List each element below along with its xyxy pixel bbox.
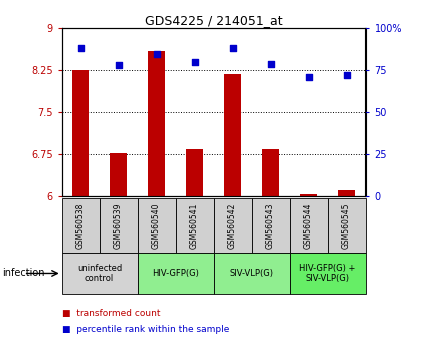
Text: GSM560544: GSM560544 <box>304 202 313 249</box>
Bar <box>300 194 317 196</box>
Bar <box>262 149 279 196</box>
Text: GSM560542: GSM560542 <box>228 202 237 249</box>
Point <box>153 51 160 56</box>
Bar <box>338 190 355 196</box>
Point <box>305 74 312 80</box>
Text: SIV-VLP(G): SIV-VLP(G) <box>230 269 274 278</box>
Text: GSM560540: GSM560540 <box>152 202 161 249</box>
FancyBboxPatch shape <box>138 198 176 253</box>
Text: ■  percentile rank within the sample: ■ percentile rank within the sample <box>62 325 229 334</box>
FancyBboxPatch shape <box>328 198 366 253</box>
FancyBboxPatch shape <box>252 198 289 253</box>
Text: GSM560543: GSM560543 <box>266 202 275 249</box>
Point <box>343 73 350 78</box>
Text: uninfected
control: uninfected control <box>77 264 122 283</box>
Bar <box>224 74 241 196</box>
FancyBboxPatch shape <box>213 198 252 253</box>
Text: infection: infection <box>2 268 45 279</box>
Text: ■  transformed count: ■ transformed count <box>62 309 160 318</box>
Text: HIV-GFP(G): HIV-GFP(G) <box>152 269 199 278</box>
FancyBboxPatch shape <box>289 198 328 253</box>
Text: GSM560539: GSM560539 <box>114 202 123 249</box>
Text: GSM560538: GSM560538 <box>76 202 85 249</box>
Text: GSM560545: GSM560545 <box>342 202 351 249</box>
Point <box>115 63 122 68</box>
Title: GDS4225 / 214051_at: GDS4225 / 214051_at <box>145 14 282 27</box>
Point <box>191 59 198 65</box>
Bar <box>72 70 89 196</box>
FancyBboxPatch shape <box>62 198 99 253</box>
FancyBboxPatch shape <box>62 253 138 294</box>
FancyBboxPatch shape <box>138 253 213 294</box>
Point <box>267 61 274 67</box>
FancyBboxPatch shape <box>213 253 289 294</box>
Text: HIV-GFP(G) +
SIV-VLP(G): HIV-GFP(G) + SIV-VLP(G) <box>299 264 356 283</box>
Point <box>229 46 236 51</box>
FancyBboxPatch shape <box>289 253 366 294</box>
Point <box>77 46 84 51</box>
Text: GSM560541: GSM560541 <box>190 202 199 249</box>
FancyBboxPatch shape <box>99 198 138 253</box>
FancyBboxPatch shape <box>176 198 213 253</box>
Bar <box>148 51 165 196</box>
Bar <box>186 149 203 196</box>
Bar <box>110 153 127 196</box>
